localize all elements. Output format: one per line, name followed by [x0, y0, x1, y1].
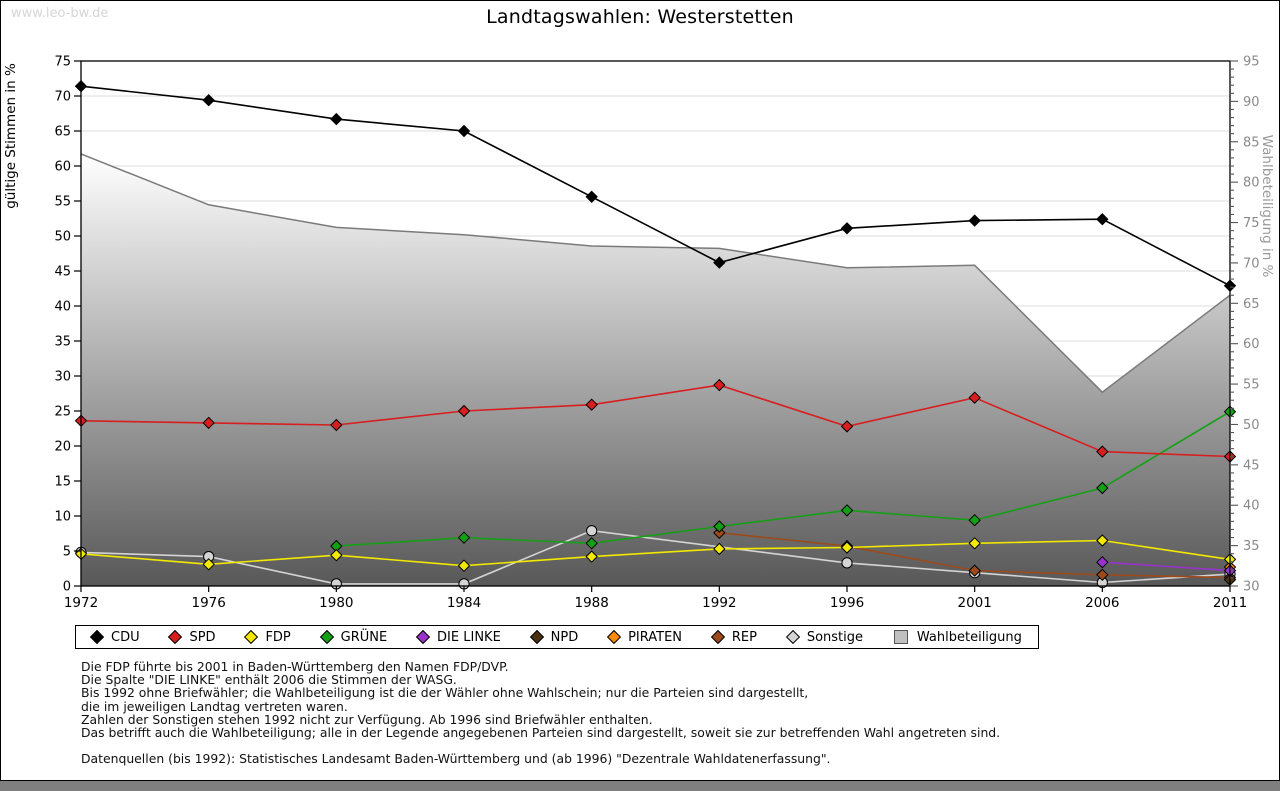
svg-text:45: 45 — [54, 265, 71, 280]
legend-item-piraten: PIRATEN — [607, 629, 683, 645]
svg-text:45: 45 — [1243, 458, 1260, 473]
footnote-line: Datenquellen (bis 1992): Statistisches L… — [81, 751, 831, 767]
legend-marker-icon — [893, 630, 908, 644]
legend-item-rep: REP — [710, 629, 757, 645]
svg-text:55: 55 — [54, 195, 71, 210]
svg-text:80: 80 — [1243, 176, 1260, 191]
footnote-line: Die FDP führte bis 2001 in Baden-Württem… — [81, 659, 509, 674]
series-grüne — [330, 405, 1237, 553]
svg-text:35: 35 — [1243, 539, 1260, 554]
plot-border — [80, 60, 1231, 587]
svg-text:65: 65 — [54, 125, 71, 140]
legend-item-spd: SPD — [168, 629, 216, 645]
svg-text:90: 90 — [1243, 95, 1260, 110]
legend-label: DIE LINKE — [437, 629, 501, 645]
y-axis-right: 30 35 40 45 50 55 60 65 70 75 80 85 90 95 Wahlbeteilig… — [1230, 55, 1275, 595]
svg-text:55: 55 — [1243, 378, 1260, 393]
election-line-chart: 0 5 10 15 20 25 30 35 40 45 50 55 60 65 70 75 gültige St… — [3, 55, 1275, 612]
watermark: www.leo-bw.de — [11, 6, 109, 21]
legend-label: GRÜNE — [340, 629, 388, 645]
legend-label: CDU — [111, 629, 140, 645]
legend-marker-icon — [244, 629, 259, 645]
footnote-line: Das betrifft auch die Wahlbeteiligung; a… — [81, 725, 1001, 741]
svg-text:1984: 1984 — [447, 595, 481, 611]
svg-text:10: 10 — [54, 510, 71, 525]
svg-text:1972: 1972 — [64, 595, 98, 611]
svg-text:95: 95 — [1243, 55, 1260, 70]
legend-item-wahlbeteiligung: Wahlbeteiligung — [893, 629, 1022, 645]
legend-marker-icon — [710, 629, 725, 645]
svg-text:25: 25 — [54, 405, 71, 420]
y-axis-left: 0 5 10 15 20 25 30 35 40 45 50 55 60 65 70 75 gültige St… — [3, 55, 81, 595]
footnote-line: Die Spalte "DIE LINKE" enthält 2006 die … — [81, 672, 457, 688]
series-cdu — [74, 79, 1237, 292]
svg-text:gültige Stimmen in %: gültige Stimmen in % — [3, 63, 19, 209]
svg-text:70: 70 — [1243, 256, 1260, 271]
svg-text:35: 35 — [54, 335, 71, 350]
svg-text:85: 85 — [1243, 135, 1260, 150]
svg-text:2006: 2006 — [1085, 595, 1119, 611]
footnote-line: Zahlen der Sonstigen stehen 1992 nicht z… — [81, 711, 653, 727]
legend-label: SPD — [189, 629, 216, 645]
legend-label: REP — [731, 629, 757, 645]
footnote-line: Bis 1992 ohne Briefwähler; die Wahlbetei… — [81, 685, 809, 701]
page-title: Landtagswahlen: Westerstetten — [486, 6, 794, 28]
svg-text:40: 40 — [54, 300, 71, 315]
svg-text:2001: 2001 — [957, 595, 991, 611]
legend-label: PIRATEN — [628, 629, 683, 645]
legend-marker-icon — [89, 629, 105, 645]
legend-marker-icon — [785, 629, 800, 645]
legend-item-fdp: FDP — [244, 629, 291, 645]
legend-marker-icon — [607, 629, 622, 645]
svg-text:1980: 1980 — [319, 595, 353, 611]
svg-text:1992: 1992 — [702, 595, 736, 611]
svg-text:1976: 1976 — [191, 595, 225, 611]
turnout-area — [80, 153, 1231, 586]
svg-text:5: 5 — [63, 545, 71, 560]
legend-item-cdu: CDU — [89, 629, 140, 645]
svg-text:65: 65 — [1243, 297, 1260, 312]
bottom-gray-bar — [0, 781, 1280, 791]
legend-marker-icon — [319, 629, 334, 645]
svg-text:70: 70 — [54, 90, 71, 105]
legend-item-sonstige: Sonstige — [785, 629, 864, 645]
svg-text:60: 60 — [1243, 337, 1260, 352]
chart-legend: CDU SPD FDP GRÜNE DIE LINKE NPD PIRATEN REP Sons… — [75, 625, 1039, 649]
svg-text:1996: 1996 — [830, 595, 864, 611]
svg-text:50: 50 — [1243, 418, 1260, 433]
svg-text:75: 75 — [1243, 216, 1260, 231]
legend-label: NPD — [550, 629, 579, 645]
svg-text:15: 15 — [54, 475, 71, 490]
footnotes: Die FDP führte bis 2001 in Baden-Württem… — [81, 660, 1000, 766]
legend-item-npd: NPD — [529, 629, 579, 645]
svg-text:20: 20 — [54, 440, 71, 455]
footnote-line: die im jeweiligen Landtag vertreten ware… — [81, 698, 348, 714]
x-axis: 1972 1976 1980 1984 1988 1992 1996 2001 2006 2011 — [64, 586, 1247, 611]
legend-item-grüne: GRÜNE — [319, 629, 388, 645]
svg-text:Wahlbeteiligung in %: Wahlbeteiligung in % — [1259, 135, 1275, 278]
svg-text:30: 30 — [54, 370, 71, 385]
legend-label: Wahlbeteiligung — [916, 629, 1022, 645]
svg-text:75: 75 — [54, 55, 71, 70]
svg-text:60: 60 — [54, 160, 71, 175]
legend-marker-icon — [415, 629, 431, 645]
legend-marker-icon — [529, 629, 544, 645]
svg-text:1988: 1988 — [574, 595, 608, 611]
svg-text:2011: 2011 — [1213, 595, 1247, 611]
svg-text:0: 0 — [63, 580, 71, 595]
legend-item-die-linke: DIE LINKE — [415, 629, 501, 645]
svg-text:30: 30 — [1243, 580, 1260, 595]
svg-text:40: 40 — [1243, 499, 1260, 514]
svg-text:50: 50 — [54, 230, 71, 245]
legend-label: FDP — [265, 629, 291, 645]
legend-marker-icon — [168, 629, 183, 645]
legend-label: Sonstige — [806, 629, 864, 645]
